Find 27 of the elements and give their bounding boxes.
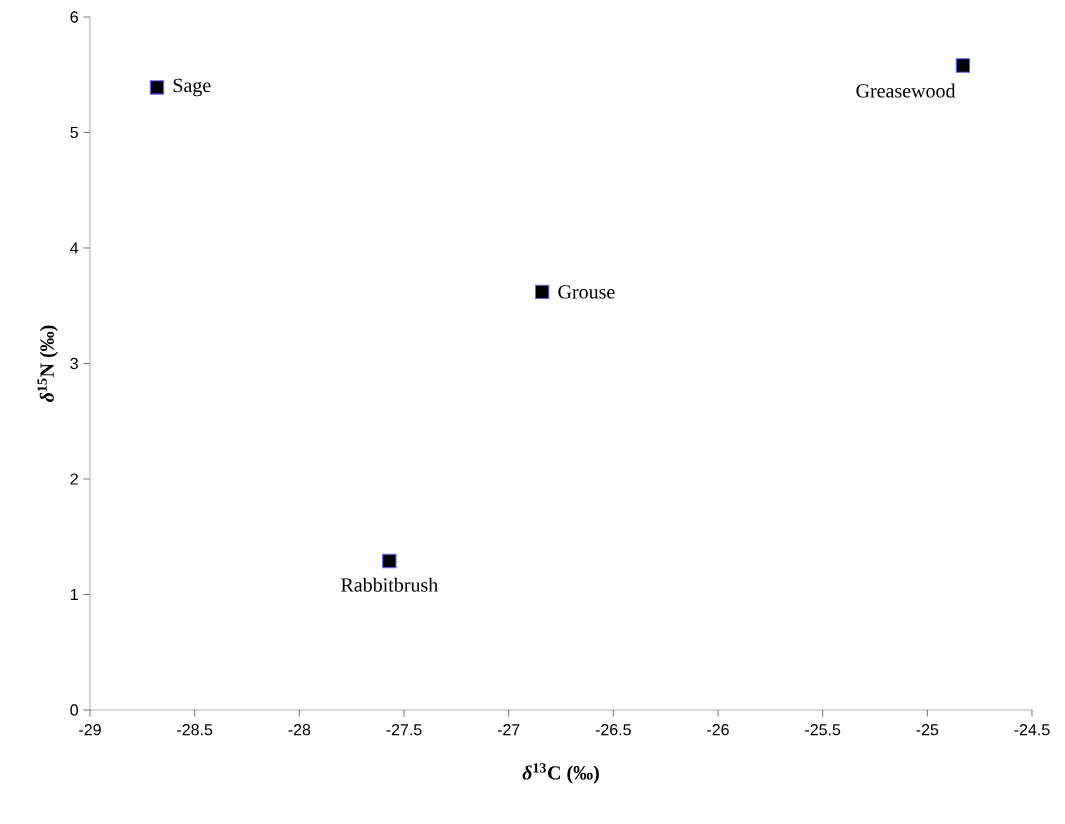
x-tick-label: -26 bbox=[707, 724, 729, 736]
x-tick-label: -27 bbox=[497, 724, 520, 736]
y-tick-label: 2 bbox=[70, 473, 78, 485]
y-axis-title: δ$^{15}$N (‰) bbox=[37, 325, 58, 403]
annotation: Grouse bbox=[558, 285, 615, 299]
x-tick-label: -27.5 bbox=[386, 724, 422, 736]
x-tick-label: -28.5 bbox=[177, 724, 213, 736]
point bbox=[534, 284, 550, 300]
point bbox=[382, 553, 397, 569]
x-tick-label: -24.5 bbox=[1014, 724, 1050, 736]
annotation: Greasewood bbox=[856, 83, 956, 98]
y-tick-label: 3 bbox=[70, 357, 78, 370]
x-axis-title: δ$^{13}$C (‰) bbox=[522, 763, 599, 784]
annotation: Rabbitbrush bbox=[341, 577, 438, 592]
y-tick-label: 4 bbox=[70, 242, 79, 254]
point bbox=[955, 58, 971, 73]
point bbox=[149, 80, 165, 95]
y-tick-label: 6 bbox=[70, 11, 78, 23]
x-tick-label: -25.5 bbox=[805, 724, 841, 736]
annotation: Sage bbox=[173, 78, 211, 97]
x-tick-label: -28 bbox=[288, 724, 311, 736]
y-tick-label: 5 bbox=[70, 126, 78, 139]
y-tick-label: 0 bbox=[70, 704, 79, 716]
x-tick-label: -26.5 bbox=[595, 724, 631, 736]
y-tick-label: 1 bbox=[70, 588, 78, 600]
x-tick-label: -25 bbox=[916, 724, 939, 736]
x-tick-label: -29 bbox=[79, 724, 101, 736]
